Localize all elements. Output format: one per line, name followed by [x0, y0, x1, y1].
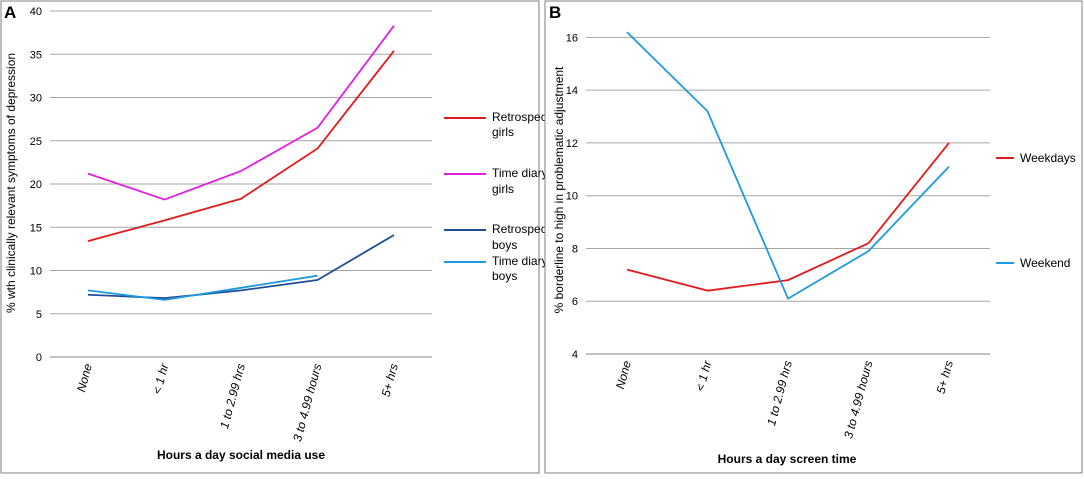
panel-a-letter: A	[4, 3, 16, 22]
panel-b-y-tick-labels: 4 6 8 10 12 14 16	[566, 32, 578, 361]
panel-b-y-tick-label: 4	[572, 349, 578, 361]
panel-a-y-tick-label: 40	[30, 6, 42, 18]
panel-b-series-line	[626, 31, 950, 300]
panel-b-legend-label: Weekdays	[1020, 151, 1076, 165]
panel-b-gridlines	[586, 36, 990, 302]
panel-b-x-axis-label: Hours a day screen time	[718, 452, 857, 466]
panel-a-y-tick-label: 0	[36, 352, 42, 364]
panel-b-y-tick-label: 10	[566, 191, 578, 203]
panel-a-legend-label: girls	[492, 125, 514, 139]
panel-b-y-tick-label: 14	[566, 85, 578, 97]
panel-b-legend-label: Weekend	[1020, 256, 1070, 270]
panel-a-x-axis-label: Hours a day social media use	[157, 448, 325, 462]
panel-a-series-line	[87, 25, 395, 201]
panel-b-legend: Weekdays Weekend	[996, 151, 1076, 270]
panel-a-legend-label: Time diary,	[492, 254, 550, 268]
panel-a-y-tick-labels: 0 5 10 15 20 25 30 35 40	[30, 6, 42, 364]
panel-b-series	[626, 31, 950, 300]
panel-a-y-tick-label: 30	[30, 93, 42, 105]
panel-b-y-tick-label: 6	[572, 296, 578, 308]
panel-a-gridlines	[50, 10, 432, 315]
panel-b-y-axis-label: % borderline to high in problematic adju…	[552, 66, 566, 313]
panel-a-series-line	[87, 274, 318, 301]
panel-b-series-line	[626, 142, 950, 292]
panel-a-y-tick-label: 25	[30, 136, 42, 148]
panel-a-legend-label: boys	[492, 238, 517, 252]
panel-a-series	[87, 25, 395, 301]
panel-b-y-tick-label: 12	[566, 138, 578, 150]
panel-a-y-tick-label: 5	[36, 309, 42, 321]
panel-a-legend-label: girls	[492, 182, 514, 196]
panel-a-y-tick-label: 35	[30, 49, 42, 61]
panel-a-y-tick-label: 20	[30, 179, 42, 191]
panel-b-y-tick-label: 16	[566, 32, 578, 44]
panel-a-legend-label: Time diary,	[492, 166, 550, 180]
panel-b-frame	[544, 0, 1083, 474]
panel-a-y-axis-label: % wth clinically relevant symptoms of de…	[4, 53, 18, 313]
panel-a-series-line	[87, 50, 395, 242]
panel-b-letter: B	[549, 3, 561, 22]
panel-a-legend-label: boys	[492, 269, 517, 283]
panel-a-y-tick-label: 10	[30, 266, 42, 278]
panel-a-frame	[0, 0, 540, 474]
panel-b-y-tick-label: 8	[572, 243, 578, 255]
panel-a-y-tick-label: 15	[30, 222, 42, 234]
